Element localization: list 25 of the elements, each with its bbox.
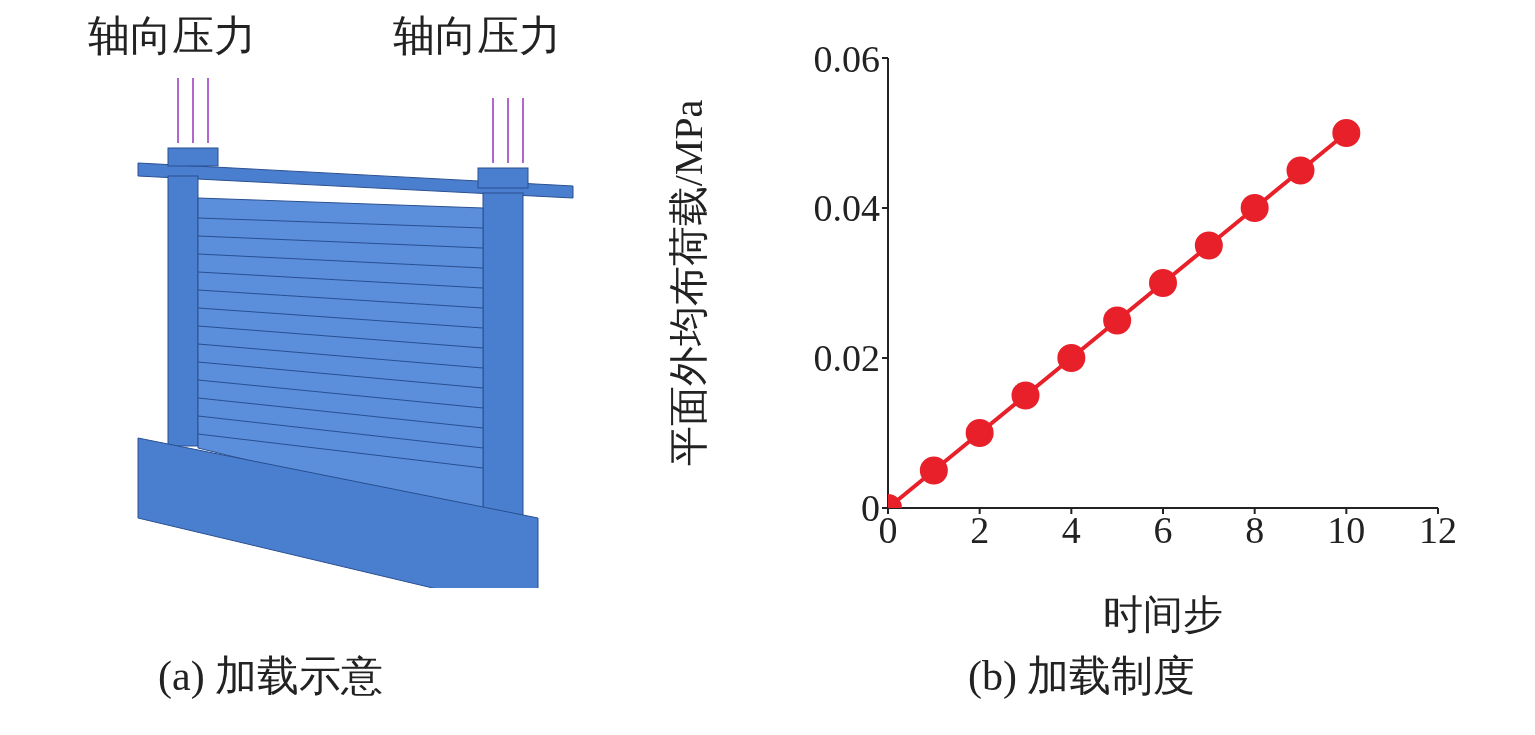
point bbox=[1194, 231, 1223, 260]
point bbox=[1240, 194, 1269, 222]
y-tick-label: 0.02 bbox=[813, 337, 880, 380]
y-axis-title: 平面外均布荷载/MPa bbox=[666, 99, 712, 467]
x-tick-label: 12 bbox=[1419, 508, 1457, 551]
point bbox=[1149, 269, 1177, 297]
x-tick-label: 10 bbox=[1327, 508, 1366, 551]
x-tick-label: 4 bbox=[1061, 508, 1081, 551]
x-tick-label: 8 bbox=[1245, 508, 1265, 551]
text: 轴向压力 bbox=[393, 12, 561, 61]
point bbox=[1057, 344, 1086, 372]
text: 轴向压力 bbox=[88, 12, 256, 61]
point bbox=[919, 456, 948, 485]
x-tick-label: 2 bbox=[970, 508, 990, 551]
x-tick-label: 6 bbox=[1153, 508, 1173, 551]
y-tick-label: 0.04 bbox=[813, 187, 880, 230]
text: (a) 加载示意 bbox=[158, 652, 384, 701]
y-tick-label: 0.06 bbox=[813, 37, 880, 80]
point bbox=[1332, 119, 1361, 147]
text: (b) 加载制度 bbox=[968, 652, 1196, 701]
point bbox=[965, 419, 994, 447]
point bbox=[1286, 156, 1315, 185]
point bbox=[1103, 306, 1132, 335]
point bbox=[1011, 381, 1040, 410]
x-axis-title: 时间步 bbox=[1103, 592, 1223, 637]
